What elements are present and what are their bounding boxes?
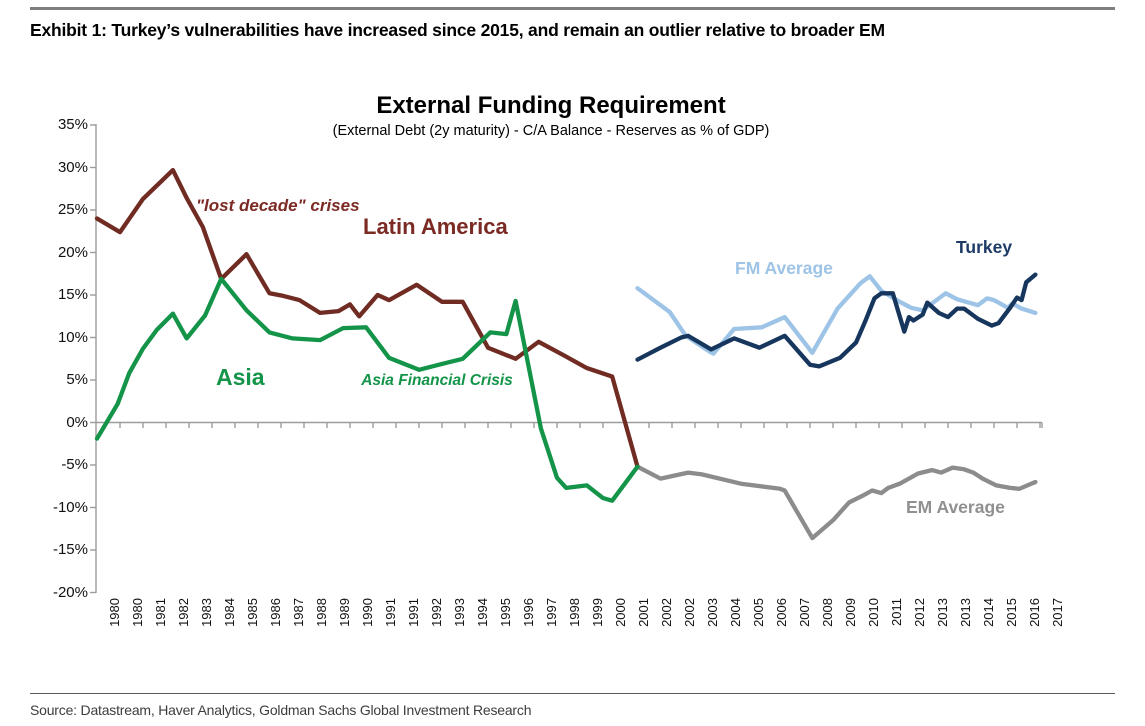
chart-subtitle: (External Debt (2y maturity) - C/A Balan… (332, 123, 770, 139)
y-tick-label: -10% (52, 498, 88, 516)
x-tick-label: 2000 (613, 598, 628, 627)
x-tick-label: 1980 (107, 598, 122, 627)
series-line-latin-america (94, 167, 640, 469)
x-tick-label: 1981 (153, 598, 168, 627)
top-divider (30, 7, 1115, 10)
annotation-lost-decade-crises: "lost decade" crises (196, 196, 360, 215)
x-tick-label: 1994 (475, 598, 490, 627)
x-tick-label: 1996 (521, 598, 536, 627)
y-tick-label: 5% (66, 371, 88, 388)
x-tick-label: 1982 (176, 598, 191, 627)
x-tick-label: 2008 (820, 598, 835, 627)
x-tick-label: 1983 (199, 598, 214, 627)
x-tick-label: 2016 (1027, 598, 1042, 627)
y-tick-label: -5% (61, 456, 88, 473)
y-tick-label: 25% (57, 201, 88, 218)
series-line-turkey (635, 272, 1038, 369)
x-tick-label: 1988 (314, 598, 329, 627)
x-tick-label: 1986 (268, 598, 283, 627)
exhibit-title: Exhibit 1: Turkey’s vulnerabilities have… (30, 20, 885, 40)
y-tick-label: -15% (52, 541, 88, 558)
series-label-em-average: EM Average (906, 497, 1005, 517)
x-tick-label: 1989 (337, 598, 352, 627)
series-line-em-average (635, 464, 1038, 541)
x-tick-label: 2013 (958, 598, 973, 627)
chart-title: External Funding Requirement (376, 92, 726, 119)
series-line-fm-average (635, 274, 1038, 356)
x-tick-label: 1998 (567, 598, 582, 627)
y-tick-label: 0% (66, 413, 88, 431)
x-tick-label: 1991 (406, 598, 421, 627)
x-tick-label: 1990 (360, 598, 375, 627)
x-tick-label: 1997 (544, 598, 559, 627)
x-tick-label: 2017 (1050, 598, 1065, 627)
annotation-asia-financial-crisis: Asia Financial Crisis (361, 372, 513, 389)
x-tick-label: 1980 (130, 598, 145, 627)
series-line-asia (94, 276, 640, 503)
x-tick-label: 2005 (751, 598, 766, 627)
x-tick-label: 2009 (843, 598, 858, 627)
series-label-fm-average: FM Average (735, 258, 833, 278)
y-tick-label: 35% (57, 116, 88, 133)
y-tick-label: 20% (57, 243, 88, 261)
x-tick-label: 2011 (889, 598, 904, 626)
x-tick-label: 1992 (429, 598, 444, 627)
x-tick-label: 1991 (383, 598, 398, 627)
x-tick-label: 2013 (935, 598, 950, 627)
x-tick-label: 2006 (774, 598, 789, 627)
source-note: Source: Datastream, Haver Analytics, Gol… (30, 702, 532, 718)
x-tick-label: 1984 (222, 598, 237, 627)
x-tick-label: 2002 (659, 598, 674, 627)
x-tick-label: 1999 (590, 598, 605, 627)
y-tick-label: -20% (52, 583, 88, 601)
y-tick-label: 15% (57, 286, 88, 303)
bottom-divider (30, 693, 1115, 694)
x-tick-label: 2003 (705, 598, 720, 627)
x-tick-label: 2012 (912, 598, 927, 627)
x-tick-label: 2010 (866, 598, 881, 627)
x-tick-label: 2001 (636, 598, 651, 627)
x-tick-label: 1985 (245, 598, 260, 627)
y-tick-label: 10% (57, 328, 88, 346)
x-tick-label: 2007 (797, 598, 812, 627)
series-label-turkey: Turkey (956, 237, 1013, 257)
series-label-asia: Asia (216, 364, 265, 390)
y-tick-label: 30% (57, 158, 88, 176)
x-tick-label: 1995 (498, 598, 513, 627)
x-tick-label: 2015 (1004, 598, 1019, 627)
x-tick-label: 1987 (291, 598, 306, 627)
x-tick-label: 2014 (981, 598, 996, 627)
series-label-latin-america: Latin America (363, 214, 508, 239)
x-tick-label: 2004 (728, 598, 743, 627)
x-tick-label: 1993 (452, 598, 467, 627)
x-tick-label: 2002 (682, 598, 697, 627)
